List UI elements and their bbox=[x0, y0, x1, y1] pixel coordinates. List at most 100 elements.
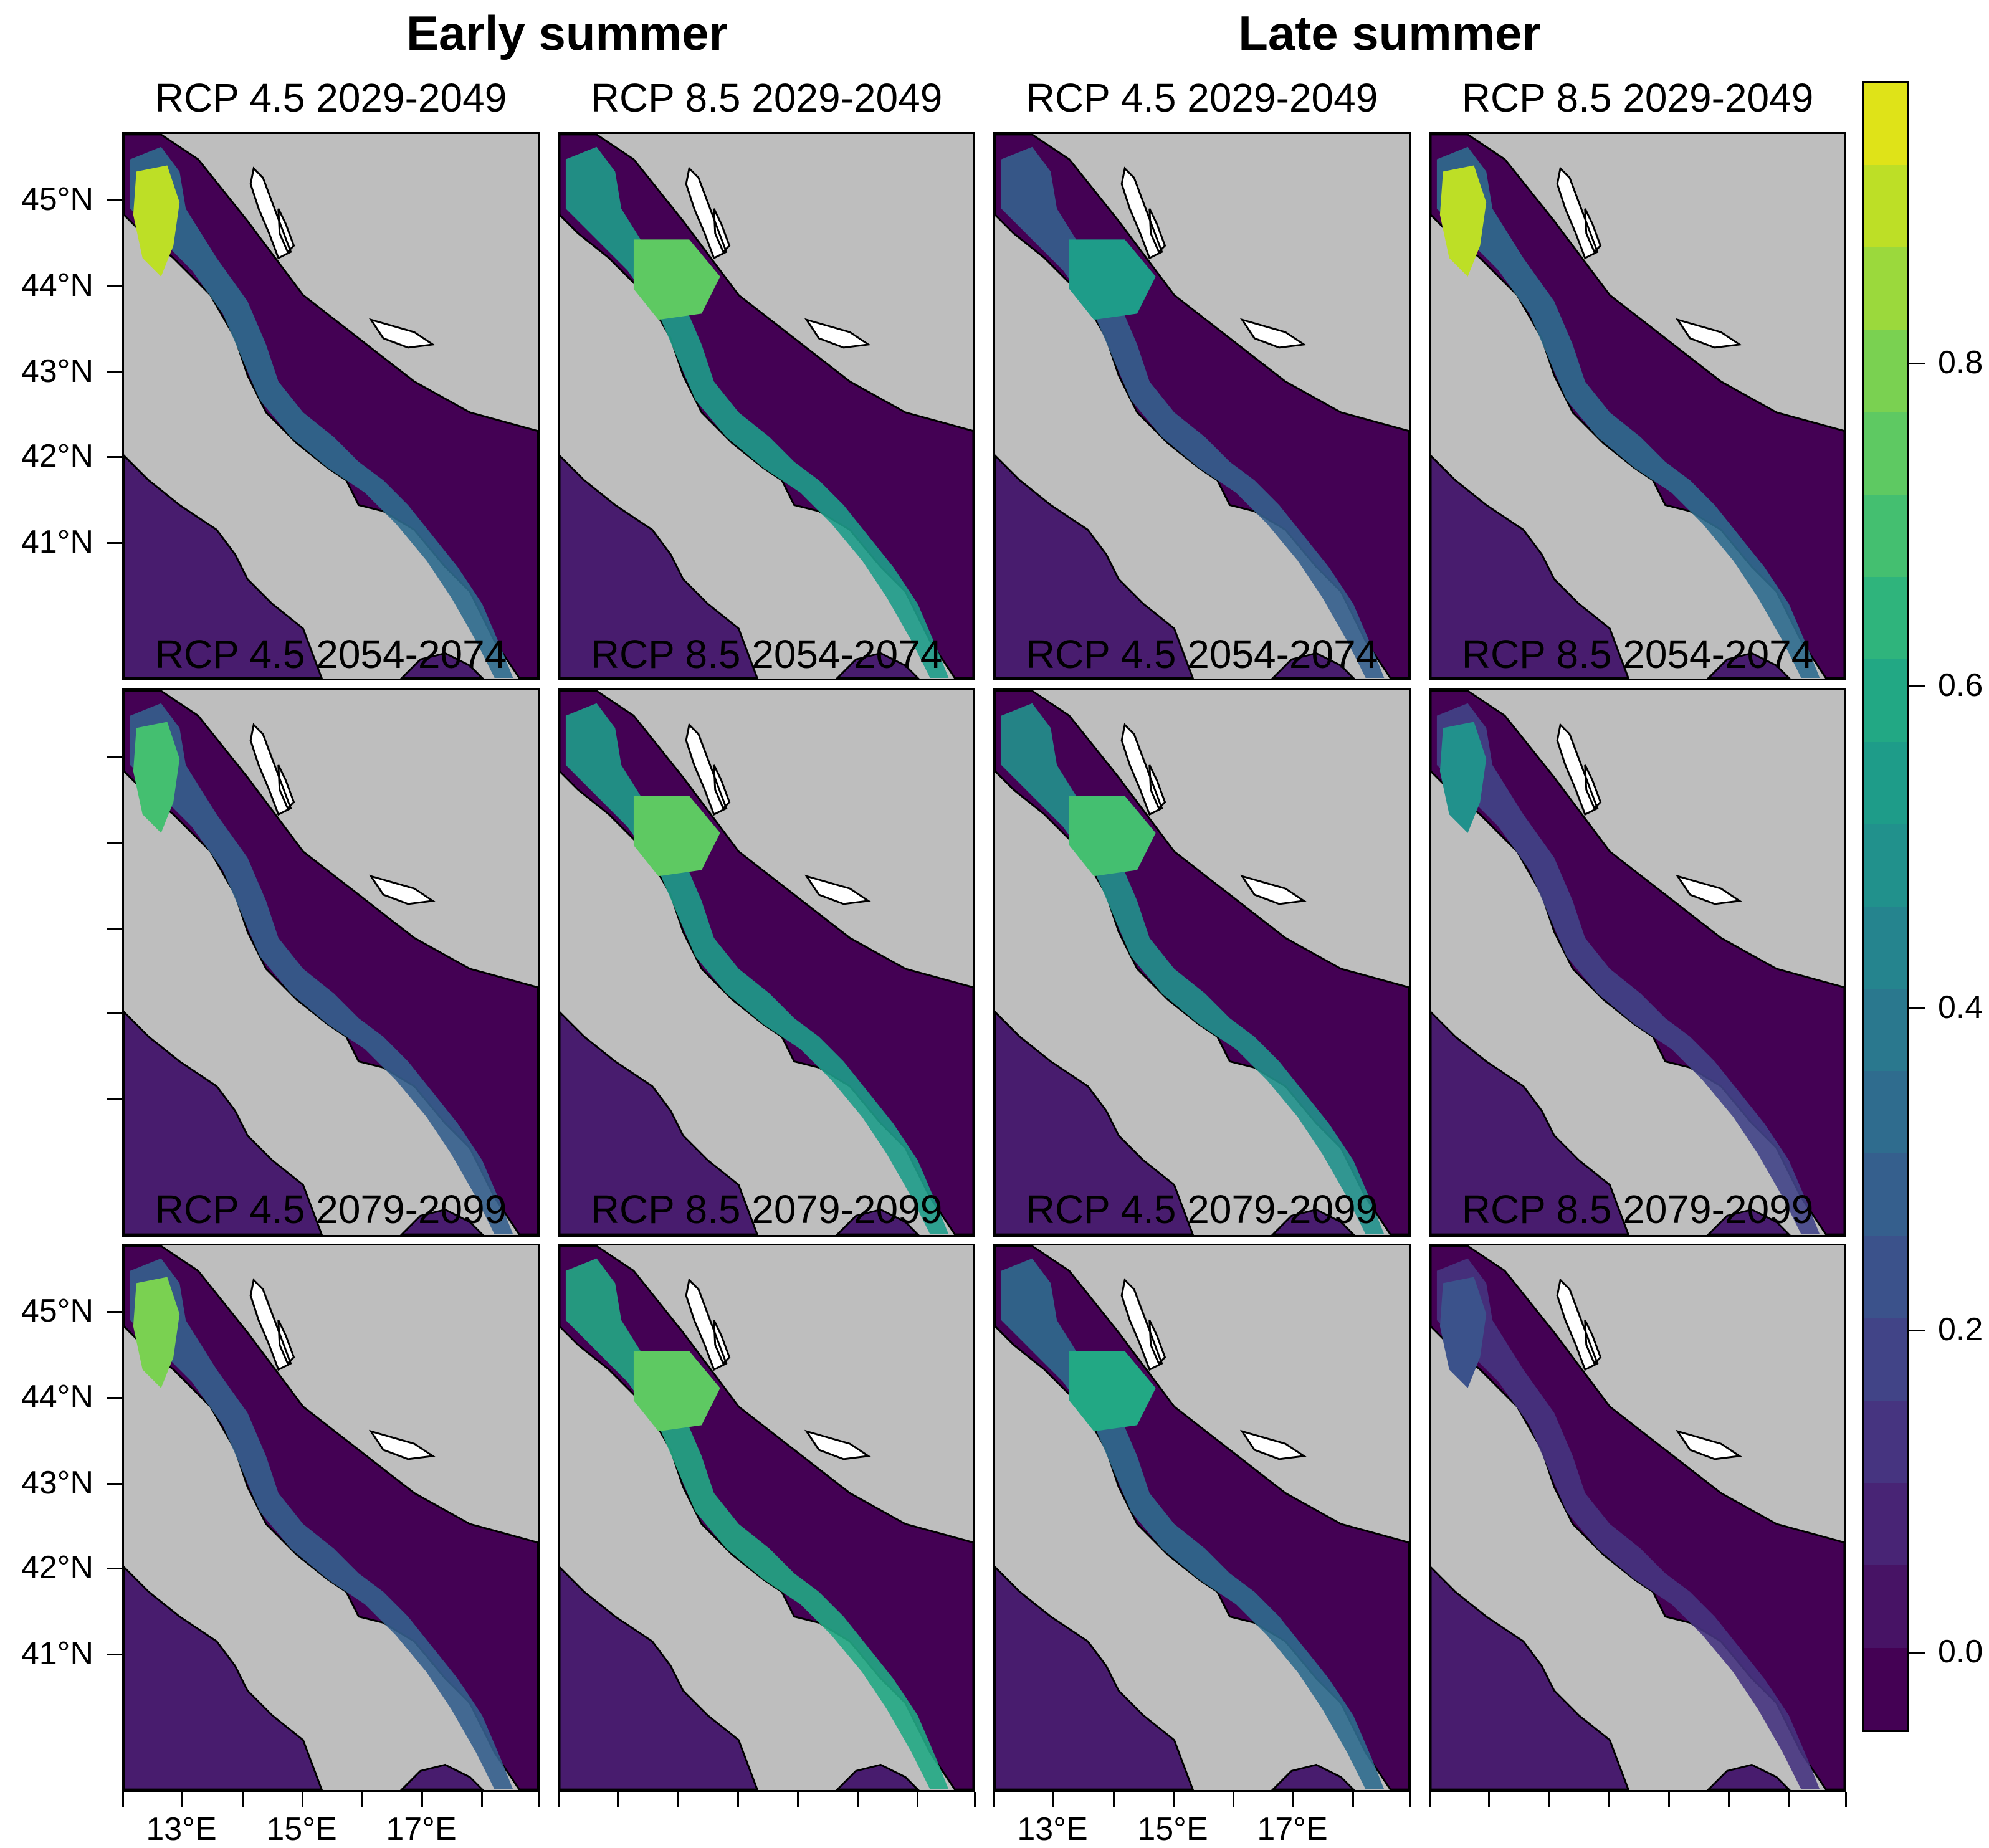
panel-title: RCP 4.5 2079-2099 bbox=[1026, 1187, 1378, 1232]
colorbar-tick bbox=[1909, 1329, 1925, 1331]
croatian-islands bbox=[1556, 723, 1742, 905]
map-panel: RCP 8.5 2029-2049 bbox=[558, 75, 975, 680]
lat-label: 45°N bbox=[21, 181, 93, 217]
tyrrhenian-sea bbox=[124, 1011, 323, 1235]
panel-title: RCP 4.5 2079-2099 bbox=[155, 1187, 507, 1232]
tyrrhenian-sea bbox=[560, 1011, 759, 1235]
colorbar-band bbox=[1864, 1565, 1907, 1648]
coastal-band bbox=[1436, 1258, 1820, 1790]
lon-label: 17°E bbox=[386, 1811, 457, 1847]
colorbar-label: 0.2 bbox=[1938, 1311, 1983, 1348]
croatian-islands bbox=[249, 723, 436, 905]
lon-label: 15°E bbox=[266, 1811, 337, 1847]
tyrrhenian-sea bbox=[1431, 1011, 1630, 1235]
ionian-sea bbox=[1706, 652, 1791, 679]
hotspot bbox=[133, 722, 180, 833]
lat-tick bbox=[107, 285, 122, 287]
lon-label: 13°E bbox=[1017, 1811, 1088, 1847]
lat-label: 45°N bbox=[21, 1293, 93, 1329]
lat-tick bbox=[107, 456, 122, 458]
lat-label: 41°N bbox=[21, 1636, 93, 1672]
lat-tick bbox=[107, 1654, 122, 1655]
lon-tick bbox=[1173, 1792, 1175, 1807]
panel-title: RCP 8.5 2029-2049 bbox=[1461, 75, 1814, 120]
lon-tick bbox=[181, 1792, 183, 1807]
colorbar-band bbox=[1864, 247, 1907, 330]
lat-tick bbox=[107, 1098, 122, 1100]
ionian-sea bbox=[1271, 1208, 1355, 1235]
lon-tick bbox=[1668, 1792, 1670, 1807]
tyrrhenian-sea bbox=[995, 1011, 1195, 1235]
lat-tick bbox=[107, 928, 122, 930]
colorbar-band bbox=[1864, 1153, 1907, 1236]
lon-tick bbox=[677, 1792, 679, 1807]
colorbar-band bbox=[1864, 906, 1907, 989]
panel-title: RCP 4.5 2029-2049 bbox=[1026, 75, 1378, 120]
colorbar-label: 0.4 bbox=[1938, 989, 1983, 1026]
lat-label: 42°N bbox=[21, 438, 93, 474]
croatian-islands bbox=[249, 166, 436, 349]
lon-tick bbox=[242, 1792, 244, 1807]
map-panel: RCP 4.5 2054-2074 bbox=[122, 632, 540, 1237]
map-panel: RCP 4.5 2054-2074 bbox=[993, 632, 1411, 1237]
map-panel: RCP 8.5 2079-2099 bbox=[1429, 1187, 1846, 1792]
lat-tick bbox=[107, 542, 122, 544]
map-panel: RCP 4.5 2079-2099 bbox=[122, 1187, 540, 1792]
hotspot bbox=[1069, 239, 1156, 320]
croatian-islands bbox=[1120, 166, 1307, 349]
lon-label: 15°E bbox=[1137, 1811, 1208, 1847]
lat-tick bbox=[107, 199, 122, 201]
adriatic-map bbox=[993, 1244, 1411, 1792]
lat-tick bbox=[107, 1483, 122, 1485]
panel-title: RCP 8.5 2079-2099 bbox=[590, 1187, 943, 1232]
adriatic-map bbox=[993, 688, 1411, 1237]
map-panel: RCP 8.5 2054-2074 bbox=[1429, 632, 1846, 1237]
lat-tick bbox=[107, 1397, 122, 1399]
adriatic-map bbox=[1429, 688, 1846, 1237]
lon-tick bbox=[1352, 1792, 1354, 1807]
colorbar-label: 0.6 bbox=[1938, 667, 1983, 703]
lon-tick bbox=[1052, 1792, 1054, 1807]
lat-label: 43°N bbox=[21, 1465, 93, 1501]
tyrrhenian-sea bbox=[560, 1566, 759, 1790]
lon-tick bbox=[1113, 1792, 1115, 1807]
colorbar-tick bbox=[1909, 1651, 1925, 1654]
tyrrhenian-sea bbox=[124, 1566, 323, 1790]
ionian-sea bbox=[399, 1208, 484, 1235]
lon-label: 17°E bbox=[1257, 1811, 1328, 1847]
croatian-islands bbox=[685, 166, 871, 349]
lat-tick bbox=[107, 1568, 122, 1569]
colorbar-band bbox=[1864, 1647, 1907, 1730]
hotspot bbox=[133, 165, 180, 277]
colorbar-band bbox=[1864, 83, 1907, 166]
map-panel: RCP 8.5 2029-2049 bbox=[1429, 75, 1846, 680]
panel-title: RCP 4.5 2029-2049 bbox=[155, 75, 507, 120]
lon-tick bbox=[558, 1792, 560, 1807]
croatian-islands bbox=[249, 1278, 436, 1460]
ionian-sea bbox=[835, 1208, 920, 1235]
croatian-islands bbox=[685, 1278, 871, 1460]
colorbar-tick bbox=[1909, 685, 1925, 687]
ionian-sea bbox=[1706, 1208, 1791, 1235]
lon-tick bbox=[617, 1792, 619, 1807]
lon-tick bbox=[481, 1792, 483, 1807]
hotspot bbox=[633, 1351, 720, 1432]
map-panel: RCP 8.5 2079-2099 bbox=[558, 1187, 975, 1792]
map-panel: RCP 8.5 2054-2074 bbox=[558, 632, 975, 1237]
croatian-islands bbox=[1556, 166, 1742, 349]
adriatic-map bbox=[1429, 132, 1846, 680]
hotspot bbox=[1439, 165, 1487, 277]
lat-tick bbox=[107, 756, 122, 758]
colorbar-band bbox=[1864, 1318, 1907, 1401]
lon-tick bbox=[1608, 1792, 1610, 1807]
adriatic-map bbox=[993, 132, 1411, 680]
hotspot bbox=[1069, 796, 1156, 877]
croatian-islands bbox=[1556, 1278, 1742, 1460]
coastal-band bbox=[130, 1258, 513, 1790]
hotspot bbox=[633, 239, 720, 320]
croatian-islands bbox=[1120, 723, 1307, 905]
colorbar-band bbox=[1864, 577, 1907, 660]
tyrrhenian-sea bbox=[995, 1566, 1195, 1790]
lon-tick bbox=[917, 1792, 918, 1807]
map-panel: RCP 4.5 2029-2049 bbox=[993, 75, 1411, 680]
